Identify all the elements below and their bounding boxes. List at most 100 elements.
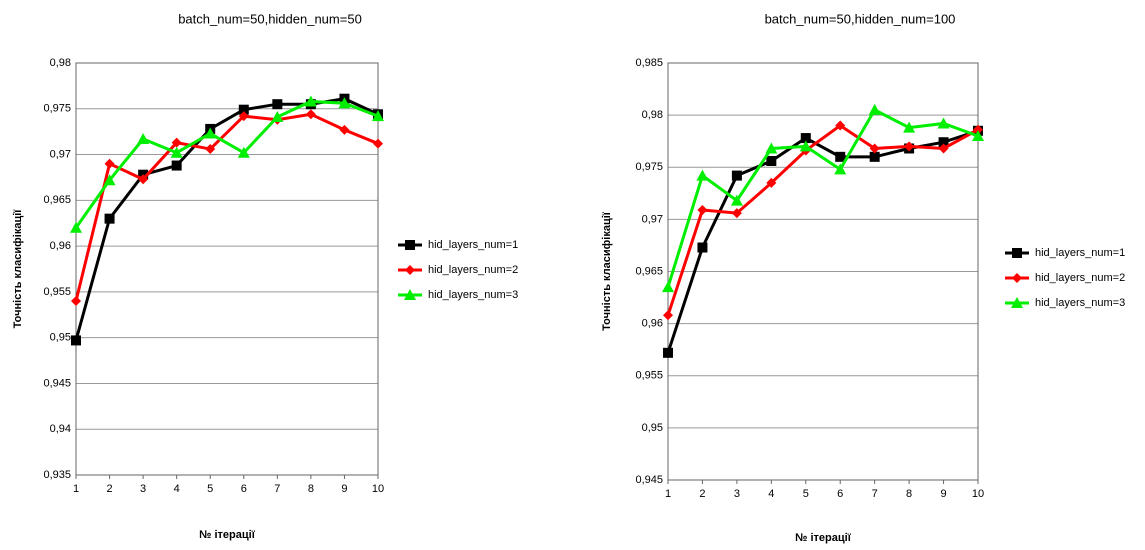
marker <box>938 143 949 154</box>
series-line <box>74 97 379 341</box>
legend-label: hid_layers_num=2 <box>428 264 518 276</box>
marker <box>800 133 811 144</box>
y-tick-label: 0,945 <box>43 377 71 389</box>
x-tick-label: 10 <box>972 488 984 500</box>
x-tick-label: 4 <box>174 483 180 495</box>
x-tick-label: 9 <box>940 488 946 500</box>
x-tick-label: 1 <box>665 488 671 500</box>
marker <box>205 144 216 155</box>
marker <box>835 151 846 162</box>
marker <box>171 160 182 171</box>
marker <box>104 213 115 224</box>
marker <box>868 103 881 115</box>
legend-label: hid_layers_num=1 <box>428 239 518 251</box>
x-tick-label: 8 <box>308 483 314 495</box>
plot-frame <box>75 62 379 476</box>
marker <box>834 163 847 175</box>
x-tick-label: 4 <box>768 488 774 500</box>
series-line <box>74 99 379 229</box>
chart-title: batch_num=50,hidden_num=50 <box>178 11 362 26</box>
legend-label: hid_layers_num=1 <box>1035 247 1125 259</box>
legend-label: hid_layers_num=2 <box>1035 272 1125 284</box>
marker <box>663 347 673 358</box>
marker <box>697 204 708 215</box>
marker <box>237 146 250 158</box>
marker <box>903 121 916 133</box>
marker <box>339 124 350 135</box>
x-tick-label: 1 <box>73 483 79 495</box>
marker <box>204 127 217 139</box>
marker <box>271 111 284 123</box>
x-tick-label: 6 <box>241 483 247 495</box>
y-tick-label: 0,98 <box>642 109 663 121</box>
y-tick-label: 0,94 <box>50 423 71 435</box>
marker <box>1012 248 1022 258</box>
y-tick-label: 0,96 <box>642 318 663 330</box>
marker <box>730 194 743 206</box>
marker <box>71 335 81 346</box>
x-axis-label: № ітерації <box>795 532 852 544</box>
marker <box>869 143 880 154</box>
x-tick-label: 5 <box>207 483 213 495</box>
marker <box>70 221 82 233</box>
series-line <box>74 112 379 302</box>
marker <box>238 111 249 122</box>
y-tick-label: 0,935 <box>43 469 71 481</box>
marker <box>766 155 777 166</box>
marker <box>904 141 915 152</box>
series-line <box>666 123 979 316</box>
marker <box>404 289 416 300</box>
marker <box>662 281 674 293</box>
x-tick-label: 3 <box>140 483 146 495</box>
y-tick-label: 0,975 <box>635 161 663 173</box>
marker <box>171 137 182 148</box>
marker <box>338 97 351 109</box>
series-line <box>666 129 979 354</box>
y-tick-label: 0,97 <box>642 213 663 225</box>
marker <box>869 151 880 162</box>
marker <box>799 140 812 152</box>
marker <box>697 242 708 253</box>
marker <box>137 132 150 144</box>
y-axis-label: Точність класифікації <box>12 209 24 329</box>
x-tick-label: 6 <box>837 488 843 500</box>
x-tick-label: 8 <box>906 488 912 500</box>
marker <box>1012 273 1022 283</box>
x-axis-label: № ітерації <box>199 529 256 541</box>
marker <box>938 137 949 148</box>
y-tick-label: 0,945 <box>635 474 663 486</box>
marker <box>1011 297 1023 308</box>
marker <box>71 296 81 307</box>
marker <box>663 310 673 321</box>
legend-label: hid_layers_num=3 <box>428 289 518 301</box>
marker <box>766 177 777 188</box>
x-tick-label: 3 <box>734 488 740 500</box>
x-tick-label: 2 <box>699 488 705 500</box>
y-tick-label: 0,96 <box>50 240 71 252</box>
x-tick-label: 9 <box>341 483 347 495</box>
chart: batch_num=50,hidden_num=50 0,935 0,94 0,945… <box>12 11 518 540</box>
y-tick-label: 0,985 <box>635 57 663 69</box>
marker <box>765 142 778 154</box>
marker <box>835 120 846 131</box>
marker <box>373 138 383 149</box>
marker <box>304 95 317 107</box>
marker <box>104 158 115 169</box>
y-tick-label: 0,95 <box>642 422 663 434</box>
y-tick-label: 0,965 <box>43 194 71 206</box>
y-tick-label: 0,965 <box>635 265 663 277</box>
marker <box>170 146 183 158</box>
x-tick-label: 7 <box>274 483 280 495</box>
y-tick-label: 0,955 <box>43 286 71 298</box>
y-tick-label: 0,975 <box>43 103 71 115</box>
marker <box>731 208 742 219</box>
y-axis-label: Точність класифікації <box>601 211 613 331</box>
marker <box>973 124 983 135</box>
marker <box>272 99 283 110</box>
marker <box>103 174 116 186</box>
marker <box>305 109 316 120</box>
marker <box>238 104 249 115</box>
marker <box>937 117 950 129</box>
y-tick-label: 0,98 <box>50 57 71 69</box>
y-tick-label: 0,95 <box>50 332 71 344</box>
